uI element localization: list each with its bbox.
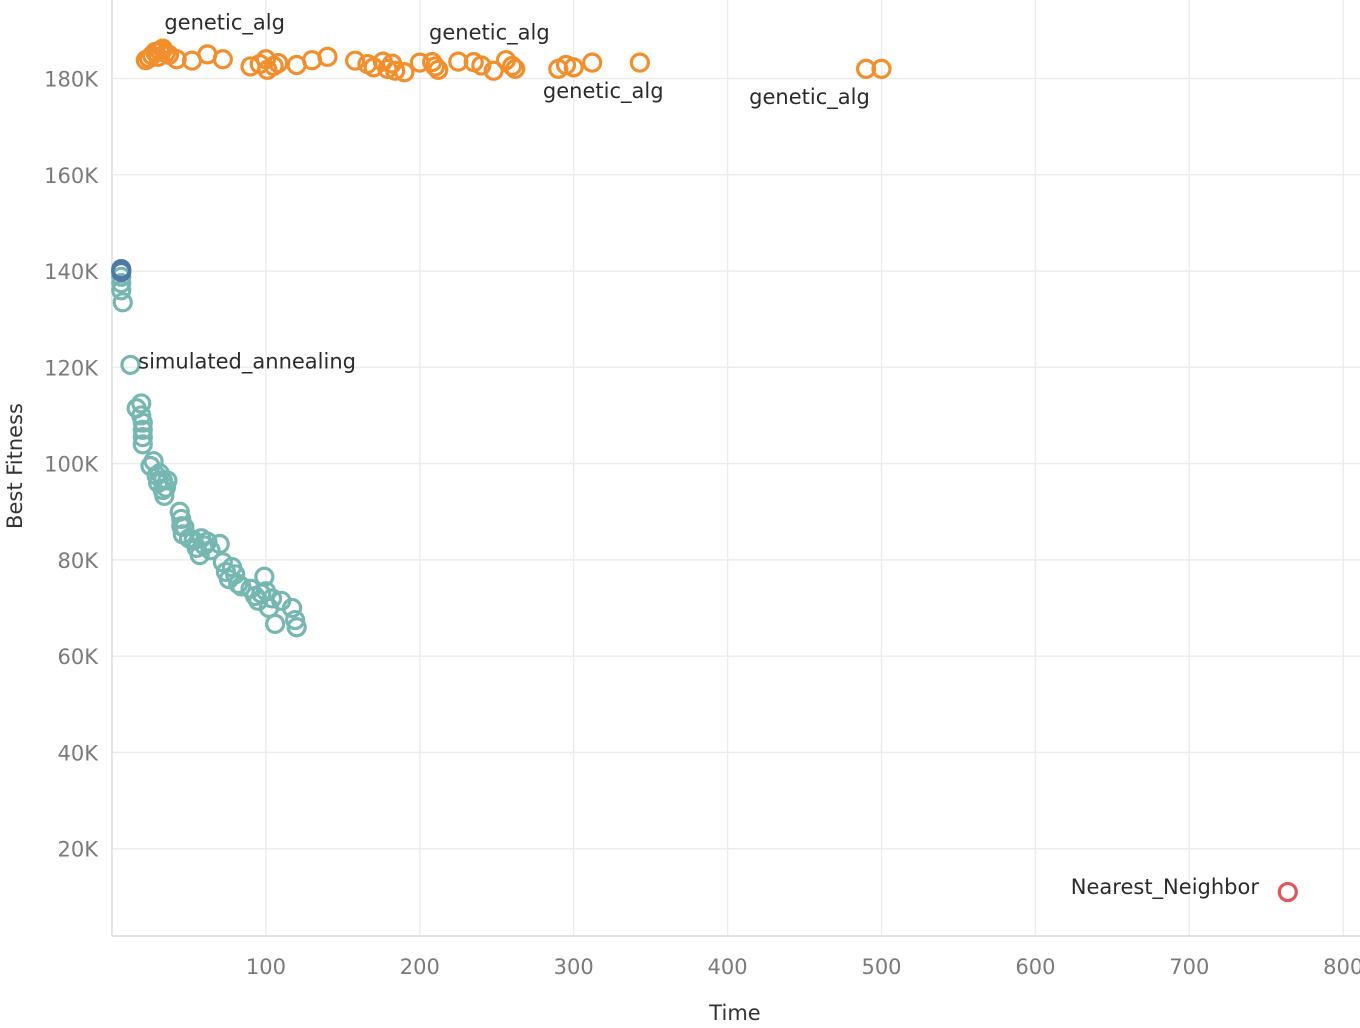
scatter-point xyxy=(425,56,446,77)
scatter-point xyxy=(157,470,178,491)
y-tick-label: 20K xyxy=(58,838,100,862)
scatter-point xyxy=(281,597,303,619)
scatter-point xyxy=(265,613,286,635)
x-tick-labels: 100 200 300 400 500 600 700 800 xyxy=(246,955,1360,979)
point-annotation: genetic_alg xyxy=(429,20,550,45)
x-tick-label: 600 xyxy=(1015,955,1055,979)
scatter-point xyxy=(394,62,415,83)
scatter-point xyxy=(212,49,233,70)
x-tick-label: 700 xyxy=(1169,955,1209,979)
y-tick-label: 100K xyxy=(44,453,99,477)
scatter-point xyxy=(197,531,218,552)
scatter-point xyxy=(629,52,650,73)
scatter-point xyxy=(317,46,338,67)
y-tick-label: 160K xyxy=(44,164,99,188)
x-axis-title: Time xyxy=(708,1001,760,1025)
point-annotation: simulated_annealing xyxy=(138,349,356,374)
series-3 xyxy=(1277,881,1298,903)
scatter-point xyxy=(286,617,307,638)
scatter-point xyxy=(111,259,132,280)
y-tick-label: 180K xyxy=(44,67,99,91)
x-gridlines xyxy=(265,0,1344,936)
y-tick-label: 80K xyxy=(58,549,100,573)
scatter-point xyxy=(132,419,153,441)
scatter-point xyxy=(385,60,406,81)
point-annotation: genetic_alg xyxy=(749,85,870,110)
scatter-point xyxy=(254,566,275,587)
scatter-point xyxy=(1277,881,1298,903)
x-tick-label: 300 xyxy=(554,955,594,979)
x-tick-label: 500 xyxy=(861,955,901,979)
series-2 xyxy=(111,259,132,283)
scatter-point xyxy=(120,354,141,376)
scatter-point xyxy=(132,427,153,448)
scatter-point xyxy=(471,55,492,76)
scatter-point xyxy=(563,57,584,78)
point-annotation: genetic_alg xyxy=(543,79,664,104)
scatter-point xyxy=(502,55,523,77)
scatter-point xyxy=(228,573,249,595)
scatter-point xyxy=(871,58,892,79)
scatter-point xyxy=(111,272,132,294)
point-annotation: Nearest_Neighbor xyxy=(1071,875,1260,900)
scatter-point xyxy=(131,393,152,414)
series-0 xyxy=(135,38,892,83)
series-1 xyxy=(111,260,307,638)
scatter-point xyxy=(132,412,153,433)
x-tick-label: 800 xyxy=(1323,955,1360,979)
y-gridlines xyxy=(112,77,1360,850)
y-tick-labels: 20K 40K 60K 80K 100K 120K 140K 160K 180K xyxy=(44,67,99,861)
y-axis-title: Best Fitness xyxy=(3,403,27,529)
y-tick-label: 60K xyxy=(58,645,100,669)
scatter-point xyxy=(112,292,133,313)
y-tick-label: 120K xyxy=(44,356,99,380)
scatter-point xyxy=(483,60,504,81)
scatter-point xyxy=(231,576,252,597)
y-tick-label: 140K xyxy=(44,260,99,284)
scatter-point xyxy=(261,588,283,609)
scatter-point xyxy=(132,434,153,455)
scatter-point xyxy=(345,50,366,71)
scatter-point xyxy=(582,52,603,73)
scatter-point xyxy=(505,58,526,79)
x-tick-label: 100 xyxy=(246,955,286,979)
scatter-point xyxy=(856,58,877,79)
y-tick-label: 40K xyxy=(58,741,100,765)
x-tick-label: 400 xyxy=(708,955,748,979)
scatter-point xyxy=(174,517,195,538)
x-tick-label: 200 xyxy=(400,955,440,979)
scatter-point xyxy=(428,59,449,80)
data-points xyxy=(111,38,1298,903)
scatter-point xyxy=(209,533,230,555)
scatter-point xyxy=(268,52,289,74)
point-annotation: genetic_alg xyxy=(164,10,285,35)
